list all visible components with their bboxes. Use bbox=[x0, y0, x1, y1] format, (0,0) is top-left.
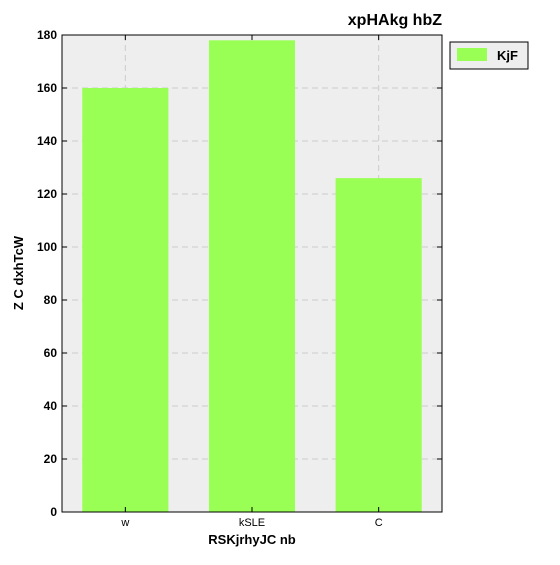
y-tick-label: 140 bbox=[37, 134, 57, 148]
chart-title: xpHAkg hbZ bbox=[348, 12, 442, 29]
legend-label: KjF bbox=[497, 48, 518, 63]
y-tick-label: 40 bbox=[44, 399, 58, 413]
y-tick-label: 180 bbox=[37, 28, 57, 42]
y-tick-label: 80 bbox=[44, 293, 58, 307]
y-tick-label: 0 bbox=[50, 505, 57, 519]
bar-kSLE bbox=[208, 40, 296, 513]
legend-swatch bbox=[457, 48, 487, 61]
y-tick-label: 60 bbox=[44, 346, 58, 360]
bar-C bbox=[335, 178, 422, 512]
x-axis-label: RSKjrhyJC nb bbox=[208, 532, 295, 547]
y-tick-label: 20 bbox=[44, 452, 58, 466]
y-axis-label: Z C dxhTcW bbox=[11, 235, 26, 310]
y-tick-label: 100 bbox=[37, 240, 57, 254]
bar-w bbox=[82, 88, 169, 512]
x-tick-label: kSLE bbox=[239, 517, 265, 529]
y-tick-label: 160 bbox=[37, 81, 57, 95]
legend: KjF bbox=[449, 41, 529, 70]
y-tick-label: 120 bbox=[37, 187, 57, 201]
x-tick-label: w bbox=[120, 517, 129, 529]
bars bbox=[82, 40, 422, 513]
axis-ticks: 0 20 40 60 80 100 120 140 160 180 w kSLE C bbox=[37, 28, 442, 529]
x-tick-label: C bbox=[375, 517, 383, 529]
